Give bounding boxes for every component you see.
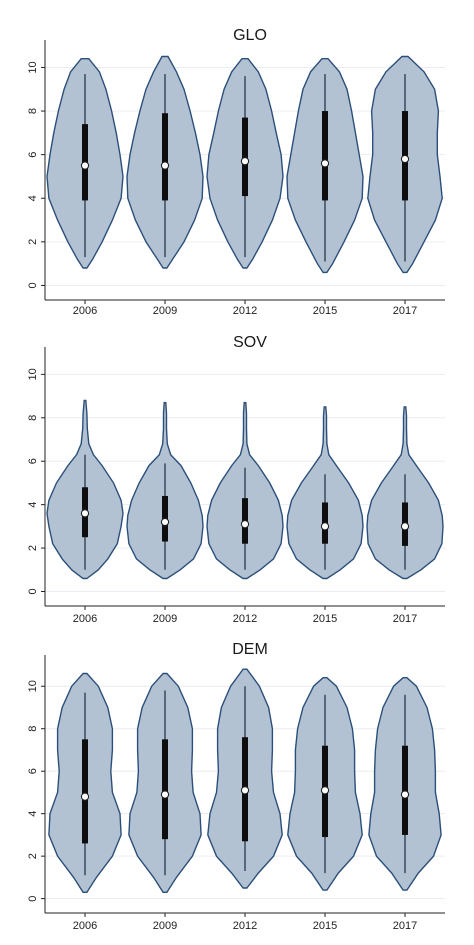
y-tick-label: 2 bbox=[27, 239, 39, 245]
x-tick-label: 2015 bbox=[313, 613, 337, 625]
x-tick-label: 2012 bbox=[233, 920, 257, 932]
panel-sov: 0 2 4 6 8 10 2006 2009 2012 2015 2017 SOV bbox=[0, 315, 474, 630]
x-axis: 2006 2009 2012 2015 2017 bbox=[45, 912, 445, 932]
median-marker bbox=[80, 792, 90, 801]
y-tick-label: 2 bbox=[27, 545, 39, 551]
x-tick-label: 2015 bbox=[313, 305, 337, 315]
violin-group bbox=[368, 677, 442, 891]
y-tick-label: 0 bbox=[27, 588, 39, 594]
iqr-box bbox=[322, 111, 328, 201]
chart-glo: 0 2 4 6 8 10 2006 2009 2012 2015 2017 GLO bbox=[27, 27, 445, 315]
chart-title: GLO bbox=[233, 27, 267, 44]
x-tick-label: 2009 bbox=[153, 920, 177, 932]
median-marker bbox=[80, 509, 90, 518]
x-tick-label: 2009 bbox=[153, 305, 177, 315]
panel-dem: 0 2 4 6 8 10 2006 2009 2012 2015 2017 DEM bbox=[0, 630, 474, 945]
x-tick-label: 2017 bbox=[393, 305, 417, 315]
chart-sov: 0 2 4 6 8 10 2006 2009 2012 2015 2017 SOV bbox=[27, 334, 445, 625]
y-tick-label: 10 bbox=[27, 368, 39, 380]
violin-group bbox=[286, 58, 364, 274]
y-tick-label: 0 bbox=[27, 282, 39, 288]
median-marker bbox=[240, 786, 250, 795]
iqr-box bbox=[162, 739, 168, 840]
y-tick-label: 4 bbox=[27, 195, 39, 201]
y-axis: 0 2 4 6 8 10 bbox=[27, 655, 46, 913]
violin-group bbox=[48, 672, 122, 893]
median-marker bbox=[400, 790, 410, 799]
violin-group bbox=[286, 406, 364, 580]
x-axis: 2006 2009 2012 2015 2017 bbox=[45, 605, 445, 625]
median-marker bbox=[80, 161, 90, 170]
x-tick-label: 2017 bbox=[393, 613, 417, 625]
x-tick-label: 2006 bbox=[73, 613, 97, 625]
violin-group bbox=[46, 399, 124, 580]
median-marker bbox=[160, 790, 170, 799]
iqr-box bbox=[162, 113, 168, 201]
violin-group bbox=[128, 672, 202, 893]
panel-glo: 0 2 4 6 8 10 2006 2009 2012 2015 2017 GLO bbox=[0, 0, 474, 315]
violin-group bbox=[366, 406, 444, 580]
violin-group bbox=[206, 58, 284, 269]
median-marker bbox=[240, 157, 250, 166]
median-marker bbox=[320, 786, 330, 795]
violin-group bbox=[367, 55, 443, 274]
chart-title: SOV bbox=[233, 334, 267, 351]
iqr-box bbox=[82, 739, 88, 844]
violin-group bbox=[287, 677, 363, 891]
iqr-box bbox=[402, 745, 408, 835]
x-axis: 2006 2009 2012 2015 2017 bbox=[45, 299, 445, 315]
y-tick-label: 6 bbox=[27, 152, 39, 158]
violin-group bbox=[206, 401, 284, 580]
x-tick-label: 2015 bbox=[313, 920, 337, 932]
violin-group bbox=[207, 668, 283, 889]
y-tick-label: 10 bbox=[27, 61, 39, 73]
x-tick-label: 2006 bbox=[73, 305, 97, 315]
x-tick-label: 2012 bbox=[233, 305, 257, 315]
y-tick-label: 10 bbox=[27, 680, 39, 692]
median-marker bbox=[320, 159, 330, 168]
y-tick-label: 2 bbox=[27, 853, 39, 859]
median-marker bbox=[160, 517, 170, 527]
median-marker bbox=[240, 520, 250, 529]
y-tick-label: 8 bbox=[27, 108, 39, 114]
y-axis: 0 2 4 6 8 10 bbox=[27, 40, 46, 300]
median-marker bbox=[400, 154, 410, 164]
chart-dem: 0 2 4 6 8 10 2006 2009 2012 2015 2017 DEM bbox=[27, 641, 445, 932]
violin-group bbox=[46, 58, 124, 269]
y-tick-label: 8 bbox=[27, 726, 39, 732]
y-tick-label: 6 bbox=[27, 458, 39, 464]
y-tick-label: 4 bbox=[27, 811, 39, 817]
iqr-box bbox=[242, 117, 248, 197]
y-axis: 0 2 4 6 8 10 bbox=[27, 347, 46, 606]
x-tick-label: 2017 bbox=[393, 920, 417, 932]
median-marker bbox=[320, 522, 330, 531]
x-tick-label: 2012 bbox=[233, 613, 257, 625]
x-tick-label: 2006 bbox=[73, 920, 97, 932]
chart-title: DEM bbox=[232, 641, 268, 658]
median-marker bbox=[400, 522, 410, 531]
violin-group bbox=[126, 401, 204, 580]
median-marker bbox=[160, 161, 170, 170]
violin-group bbox=[126, 55, 204, 269]
y-tick-label: 0 bbox=[27, 896, 39, 902]
y-tick-label: 8 bbox=[27, 415, 39, 421]
y-tick-label: 4 bbox=[27, 502, 39, 508]
x-tick-label: 2009 bbox=[153, 613, 177, 625]
y-tick-label: 6 bbox=[27, 768, 39, 774]
